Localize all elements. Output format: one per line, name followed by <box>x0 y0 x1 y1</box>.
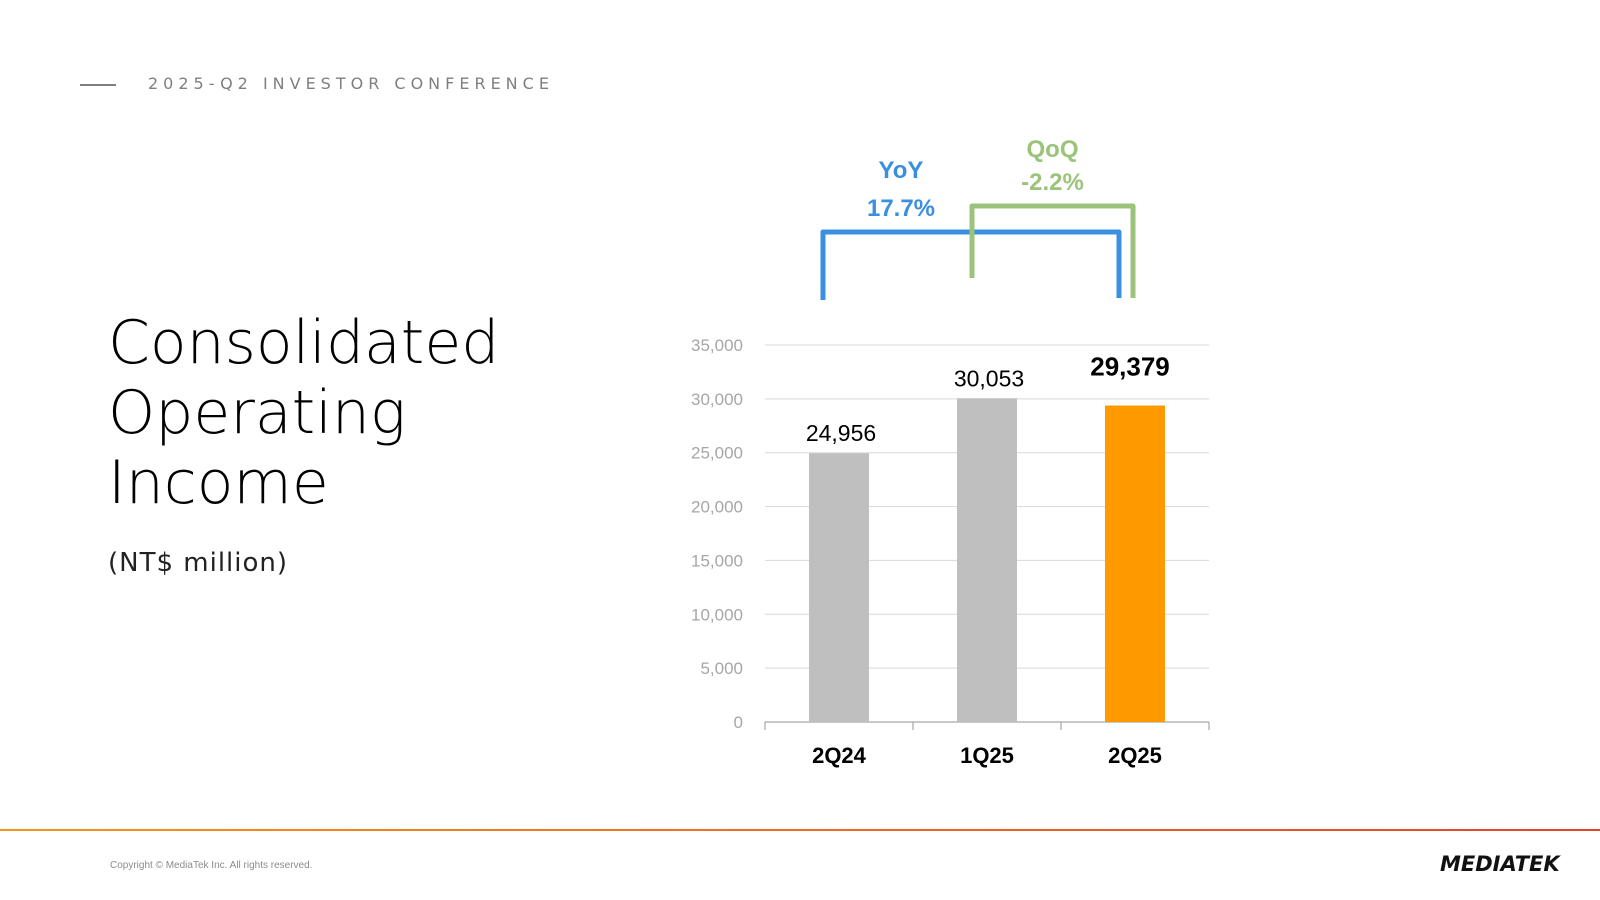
data-label: 24,956 <box>806 420 876 446</box>
title-line-2: Operating <box>108 378 406 448</box>
mediatek-logo: MEDIATEK <box>1440 852 1560 876</box>
yoy-label: YoY <box>879 157 924 184</box>
footer-divider <box>0 829 1600 831</box>
qoq-value: -2.2% <box>1021 169 1084 196</box>
title-line-3: Income <box>108 448 329 518</box>
y-tick-label: 30,000 <box>691 390 743 409</box>
y-tick-label: 10,000 <box>691 605 743 624</box>
y-tick-label: 0 <box>734 713 743 732</box>
qoq-label: QoQ <box>1027 136 1079 163</box>
unit-label: (NT$ million) <box>108 548 289 578</box>
bar-2q24 <box>809 453 869 722</box>
y-tick-label: 20,000 <box>691 498 743 517</box>
yoy-value: 17.7% <box>867 195 935 222</box>
x-tick-label: 2Q24 <box>812 743 867 768</box>
data-label: 30,053 <box>954 365 1024 391</box>
y-tick-label: 5,000 <box>700 659 743 678</box>
operating-income-chart: 0 5,000 10,000 15,000 20,000 25,000 30,000 35,0… <box>691 136 1210 768</box>
y-tick-label: 15,000 <box>691 551 743 570</box>
y-tick-label: 25,000 <box>691 444 743 463</box>
x-tick-label: 2Q25 <box>1108 743 1162 768</box>
title-line-1: Consolidated <box>108 308 500 378</box>
header-dash <box>80 84 116 86</box>
bar-2q25 <box>1105 405 1165 722</box>
bar-1q25 <box>957 398 1017 722</box>
copyright-text: Copyright © MediaTek Inc. All rights res… <box>110 860 313 871</box>
data-label: 29,379 <box>1090 352 1170 382</box>
slide-title: Consolidated Operating Income <box>108 308 499 518</box>
y-tick-label: 35,000 <box>691 336 743 355</box>
conference-label: 2025-Q2 INVESTOR CONFERENCE <box>148 74 554 93</box>
x-tick-label: 1Q25 <box>960 743 1014 768</box>
qoq-bracket <box>969 203 1136 298</box>
